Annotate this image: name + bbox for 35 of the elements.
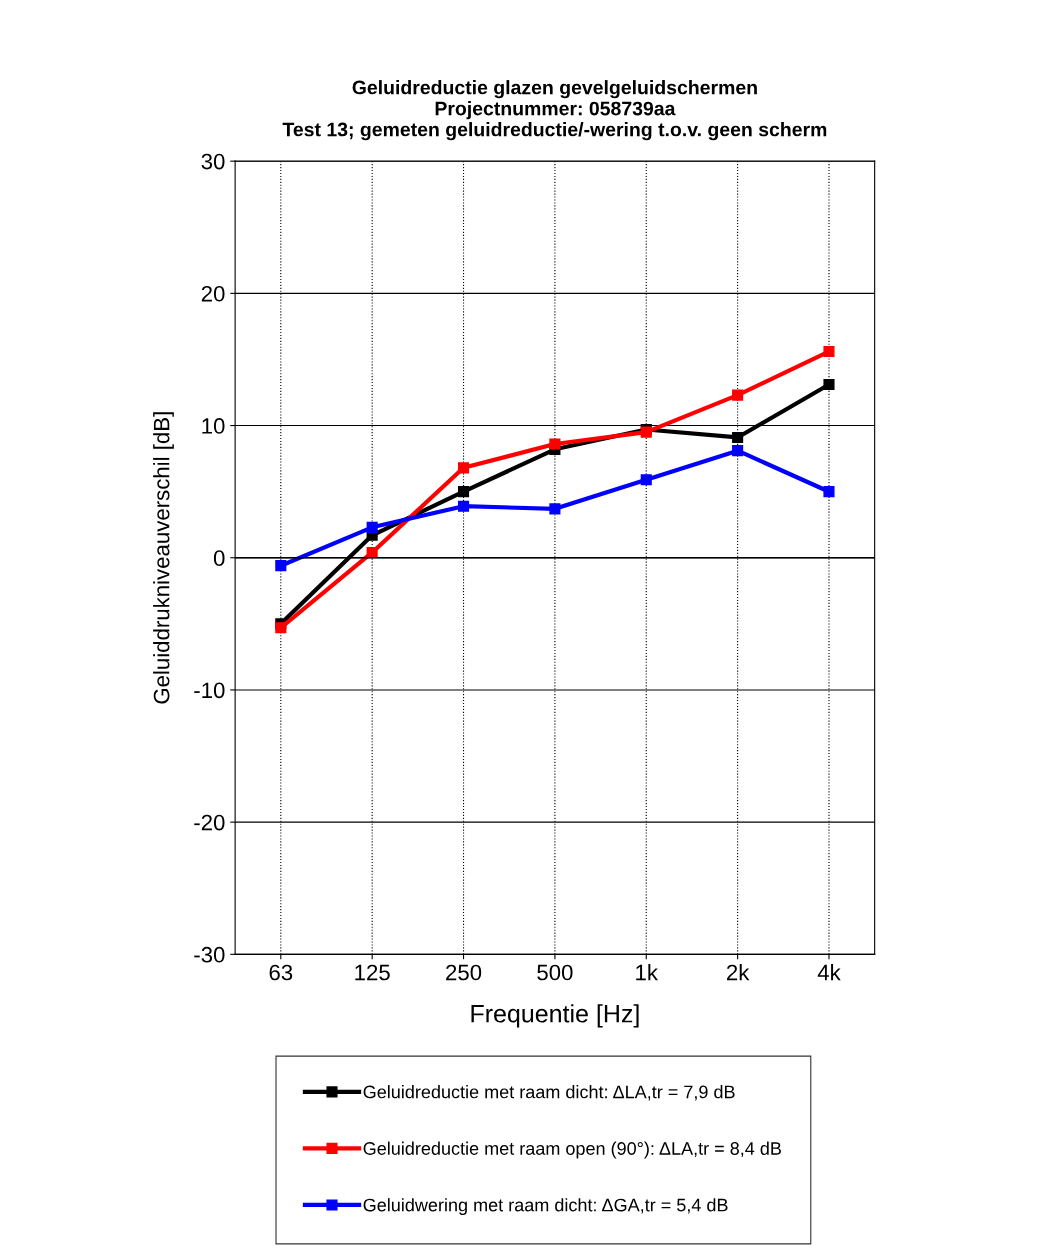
point xyxy=(732,431,744,443)
legend-label: Geluidreductie met raam open (90°): ΔLA,tr = 8,4 dB xyxy=(363,1141,781,1159)
point xyxy=(275,560,287,572)
point xyxy=(823,379,835,391)
y-tick-label: 0 xyxy=(213,550,225,567)
y-tick-label: -30 xyxy=(194,946,225,963)
x-tick-label: 4k xyxy=(817,964,841,981)
point xyxy=(366,521,378,533)
legend-label: Geluidreductie met raam dicht: ΔLA,tr = 7,9 dB xyxy=(363,1085,735,1101)
point xyxy=(275,622,287,634)
x-tick-label: 125 xyxy=(355,964,390,981)
chart-title: Geluidreductie glazen gevelgeluidschermen Projectnummer: 058739aa Test 13; gemeten geluidreductie/-wering t.o.v. geen scherm xyxy=(282,80,827,141)
point xyxy=(640,474,652,486)
point xyxy=(457,486,470,498)
y-tick-label: -20 xyxy=(194,814,225,831)
point xyxy=(823,345,835,358)
point xyxy=(457,500,470,512)
point xyxy=(457,462,470,474)
y-axis-title: Geluiddrukniveauverschil [dB] xyxy=(153,412,174,704)
x-tick-label: 1k xyxy=(636,964,659,981)
y-tick-label: 20 xyxy=(201,285,225,302)
x-tick-label: 250 xyxy=(446,964,482,981)
point xyxy=(732,445,744,457)
point xyxy=(549,438,561,450)
point xyxy=(732,389,744,401)
y-tick-label: 10 xyxy=(202,418,225,434)
point xyxy=(549,503,561,515)
x-tick-label: 2k xyxy=(727,964,750,981)
point xyxy=(823,486,835,498)
x-tick-label: 500 xyxy=(537,964,573,981)
y-tick-label: 30 xyxy=(201,153,225,170)
legend-label: Geluidwering met raam dicht: ΔGA,tr = 5,4 dB xyxy=(363,1198,728,1215)
x-axis-title: Frequentie [Hz] xyxy=(471,1004,639,1028)
x-tick-label: 63 xyxy=(269,964,293,981)
y-tick-label: -10 xyxy=(194,682,225,699)
